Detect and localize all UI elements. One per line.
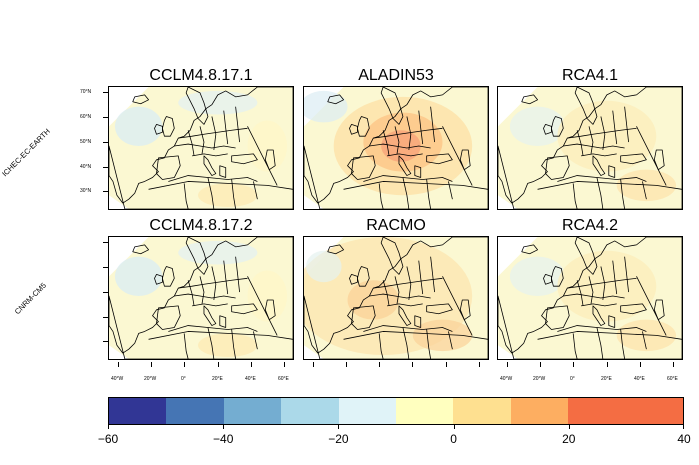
lon-tick-left-40w: 40°W	[111, 376, 124, 382]
lon-tick-right-20e: 20°E	[601, 376, 612, 382]
lon-tick-left-20e: 20°E	[212, 376, 223, 382]
map-svg	[304, 237, 488, 359]
lon-tick-right-40e: 40°E	[634, 376, 645, 382]
colorbar-tick-label: −40	[213, 432, 234, 446]
colorbar-bin-2	[166, 398, 224, 424]
lon-tick-right-0: 0°	[570, 376, 575, 382]
lon-tick-left-20w: 20°W	[144, 376, 157, 382]
map-svg	[109, 237, 293, 359]
lat-tick-60: 60°N	[80, 114, 92, 120]
lon-tick-left-0: 0°	[181, 376, 186, 382]
panel-title-2: ALADIN53	[358, 67, 434, 84]
colorbar-bin-8	[510, 398, 569, 424]
row-label-1: ICHEC-EC-EARTH	[0, 126, 52, 179]
panel-title-4: CCLM4.8.17.2	[149, 217, 253, 234]
map-panel-2	[303, 86, 489, 210]
map-svg	[304, 87, 488, 209]
colorbar-tick-label: 0	[450, 432, 457, 446]
colorbar-tick-label: −60	[97, 432, 119, 446]
colorbar-bin-6	[396, 398, 454, 424]
lat-tick-40: 40°N	[80, 164, 92, 170]
colorbar-tick-label: 40	[677, 432, 691, 446]
colorbar-bin-4	[281, 398, 339, 424]
map-panel-1	[108, 86, 294, 210]
colorbar-bin-5	[338, 398, 397, 424]
panel-title-6: RCA4.2	[561, 217, 619, 234]
lat-tick-30: 30°N	[80, 188, 92, 194]
colorbar-bin-9	[568, 398, 626, 424]
lon-tick-right-60e: 60°E	[667, 376, 678, 382]
map-panel-6	[497, 236, 683, 360]
lat-tick-50: 50°N	[80, 139, 92, 145]
row-label-2: CNRM-CM5	[12, 280, 49, 317]
lon-tick-right-40w: 40°W	[500, 376, 513, 382]
colorbar-tick-label: 20	[562, 432, 576, 446]
panel-title-5: RACMO	[366, 217, 426, 234]
map-svg	[498, 87, 682, 209]
colorbar	[108, 397, 684, 425]
colorbar-tick-label: −20	[328, 432, 349, 446]
colorbar-bin-3	[223, 398, 282, 424]
colorbar-bin-1	[109, 398, 167, 424]
colorbar-bin-7	[453, 398, 511, 424]
lat-tick-70: 70°N	[80, 89, 92, 95]
map-panel-3	[497, 86, 683, 210]
map-panel-4	[108, 236, 294, 360]
map-svg	[109, 87, 293, 209]
map-svg	[498, 237, 682, 359]
lon-tick-left-60e: 60°E	[278, 376, 289, 382]
panel-title-1: CCLM4.8.17.1	[149, 67, 253, 84]
lon-tick-left-40e: 40°E	[245, 376, 256, 382]
panel-title-3: RCA4.1	[561, 67, 619, 84]
lon-tick-right-20w: 20°W	[533, 376, 546, 382]
map-panel-5	[303, 236, 489, 360]
colorbar-bin-10	[625, 398, 684, 424]
